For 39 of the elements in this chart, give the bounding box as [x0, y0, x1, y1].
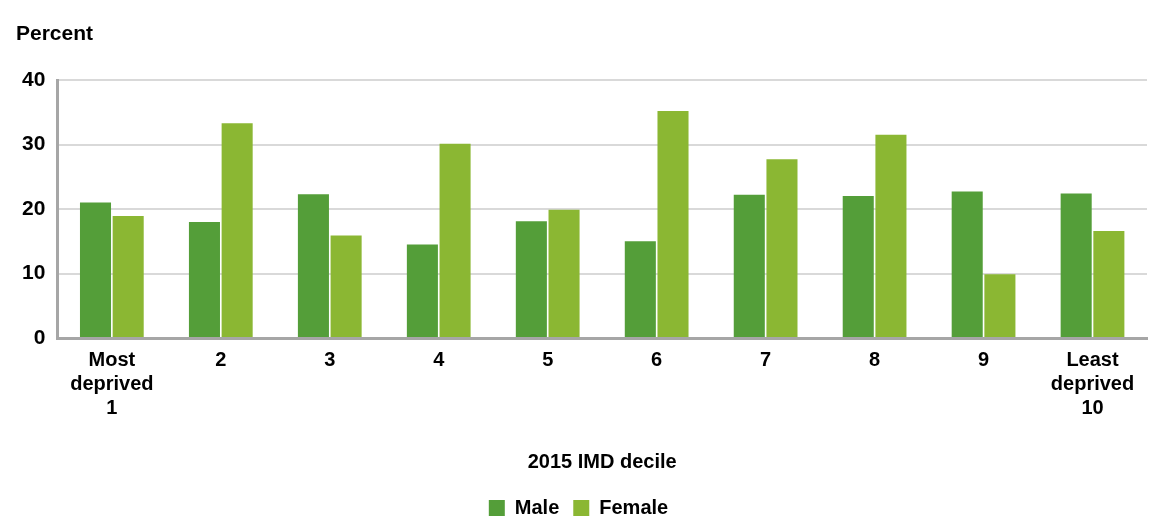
legend-label: Female — [599, 495, 669, 518]
x-tick-label: 4 — [433, 347, 446, 370]
bar — [766, 159, 798, 337]
x-tick-label: 3 — [324, 347, 336, 370]
bar — [657, 110, 689, 337]
legend-label: Male — [514, 495, 560, 518]
bar — [951, 191, 983, 337]
bar — [406, 244, 438, 337]
x-axis-title: 2015 IMD decile — [527, 449, 677, 472]
bar — [624, 241, 656, 337]
x-tick-label: 6 — [651, 347, 663, 370]
x-tick-label: 8 — [869, 347, 881, 370]
x-tick-label: 5 — [542, 347, 554, 370]
y-axis-title: Percent — [16, 20, 94, 44]
x-tick-label: Most deprived 1 — [70, 347, 154, 418]
bar — [1093, 230, 1125, 337]
bar — [733, 194, 765, 337]
bar — [297, 194, 329, 337]
y-tick-label: 0 — [33, 324, 46, 348]
bar — [188, 221, 220, 337]
y-tick-label: 20 — [22, 195, 46, 219]
bar — [875, 134, 907, 337]
x-tick-label: 2 — [215, 347, 227, 370]
bar — [1060, 193, 1092, 337]
bar — [221, 123, 253, 337]
x-tick-label: 9 — [977, 347, 990, 370]
bar — [439, 143, 471, 337]
y-tick-label: 40 — [22, 66, 46, 90]
y-tick-label: 30 — [22, 131, 46, 155]
bar — [330, 235, 362, 337]
bar — [548, 209, 580, 337]
bar — [112, 216, 144, 337]
bar — [984, 274, 1016, 337]
x-tick-label: 7 — [760, 347, 772, 370]
x-tick-label: Least deprived 10 — [1050, 347, 1135, 418]
bar — [515, 221, 547, 337]
bar — [842, 196, 874, 337]
y-tick-label: 10 — [22, 260, 46, 284]
bar — [79, 202, 112, 337]
